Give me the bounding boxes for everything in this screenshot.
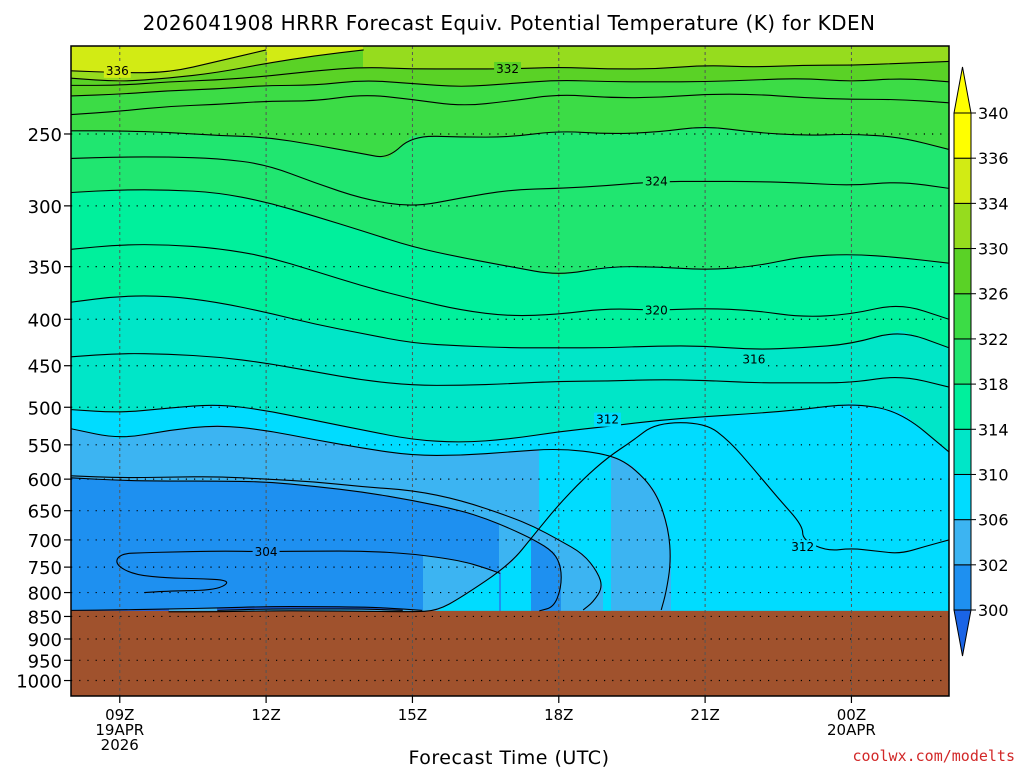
contour-324 bbox=[71, 156, 949, 206]
y-tick-label: 300 bbox=[28, 197, 62, 218]
colorbar-label: 334 bbox=[978, 194, 1009, 213]
y-tick-label: 750 bbox=[28, 558, 62, 579]
y-tick-label: 1000 bbox=[16, 672, 62, 693]
colorbar-box bbox=[953, 248, 972, 295]
colorbar-label: 306 bbox=[978, 511, 1009, 530]
contour-314 bbox=[71, 404, 949, 453]
y-tick-label: 450 bbox=[28, 357, 62, 378]
colorbar-label: 336 bbox=[978, 149, 1009, 168]
contour-330 bbox=[71, 78, 949, 97]
contour-310 bbox=[71, 425, 671, 611]
colorbar-label: 322 bbox=[978, 330, 1009, 349]
y-tick-label: 600 bbox=[28, 470, 62, 491]
y-tick-label: 800 bbox=[28, 584, 62, 605]
x-tick-label: 15Z bbox=[398, 706, 427, 724]
y-tick-label: 500 bbox=[28, 398, 62, 419]
contour-label: 312 bbox=[791, 540, 814, 554]
y-axis: 2503003504004505005506006507007508008509… bbox=[16, 125, 71, 693]
colorbar-label: 310 bbox=[978, 465, 1009, 484]
plot-frame bbox=[70, 45, 950, 697]
colorbar-label: 326 bbox=[978, 285, 1009, 304]
contour-300 bbox=[217, 608, 403, 611]
contour-332 bbox=[71, 60, 949, 86]
contour-label: 320 bbox=[645, 303, 668, 317]
terrain bbox=[71, 610, 949, 696]
colorbar-over-arrow bbox=[953, 66, 972, 114]
contour-304 bbox=[116, 550, 501, 594]
contour-336 bbox=[71, 49, 267, 74]
chart-title: 2026041908 HRRR Forecast Equiv. Potentia… bbox=[143, 11, 876, 35]
x-tick-label: 09Z bbox=[105, 706, 134, 724]
contour-label: 312 bbox=[596, 413, 619, 427]
y-tick-label: 900 bbox=[28, 630, 62, 651]
y-tick-label: 700 bbox=[28, 531, 62, 552]
x-tick-label: 00Z bbox=[837, 706, 866, 724]
colorbar-box bbox=[953, 519, 972, 566]
contour-322 bbox=[71, 189, 949, 274]
colorbar-box bbox=[953, 428, 972, 475]
colorbar-box bbox=[953, 564, 972, 611]
x-tick-label: 2026 bbox=[101, 736, 139, 754]
colorbar: 300 302 306 310 314 318 322 326 330 334 336 340 bbox=[953, 66, 1009, 657]
contour-302 bbox=[71, 606, 423, 611]
contour-334 bbox=[71, 49, 364, 82]
contour-label: 316 bbox=[742, 353, 765, 367]
colorbar-box bbox=[953, 293, 972, 340]
x-tick-label: 12Z bbox=[251, 706, 280, 724]
contour-label: 332 bbox=[496, 62, 519, 76]
contour-label: 324 bbox=[645, 174, 668, 188]
y-tick-label: 650 bbox=[28, 502, 62, 523]
x-axis-label: Forecast Time (UTC) bbox=[409, 747, 610, 768]
contour-label: 336 bbox=[106, 64, 129, 78]
colorbar-box bbox=[953, 338, 972, 385]
x-tick-label: 19APR bbox=[95, 721, 144, 739]
y-tick-label: 350 bbox=[28, 258, 62, 279]
x-tick-label: 21Z bbox=[690, 706, 719, 724]
colorbar-under-arrow bbox=[953, 609, 972, 657]
contour-308 bbox=[71, 475, 602, 611]
colorbar-box bbox=[953, 202, 972, 250]
y-tick-label: 850 bbox=[28, 607, 62, 628]
x-tick-label: 18Z bbox=[544, 706, 573, 724]
contour-306 bbox=[71, 477, 562, 612]
x-tick-label: 20APR bbox=[827, 721, 876, 739]
colorbar-box bbox=[953, 157, 972, 204]
credit-label: coolwx.com/modelts bbox=[852, 747, 1015, 765]
contour-312 bbox=[168, 422, 949, 613]
contour-320 bbox=[71, 244, 949, 320]
contour-328 bbox=[71, 93, 949, 116]
colorbar-box bbox=[953, 383, 972, 430]
plot-area: 336 332 324 320 316 312 312 304 bbox=[70, 45, 950, 697]
colorbar-label: 340 bbox=[978, 104, 1009, 123]
colorbar-box bbox=[953, 112, 972, 159]
colorbar-label: 300 bbox=[978, 601, 1009, 620]
contour-326 bbox=[71, 127, 949, 158]
colorbar-label: 302 bbox=[978, 556, 1009, 575]
colorbar-box bbox=[953, 473, 972, 521]
y-tick-label: 950 bbox=[28, 651, 62, 672]
colorbar-label: 318 bbox=[978, 375, 1009, 394]
y-tick-label: 250 bbox=[28, 125, 62, 146]
colorbar-label: 314 bbox=[978, 420, 1009, 439]
contour-316 bbox=[71, 353, 949, 388]
colorbar-label: 330 bbox=[978, 240, 1009, 259]
contour-label: 304 bbox=[255, 545, 278, 559]
y-tick-label: 550 bbox=[28, 436, 62, 457]
y-tick-label: 400 bbox=[28, 310, 62, 331]
contour-318 bbox=[71, 295, 949, 350]
